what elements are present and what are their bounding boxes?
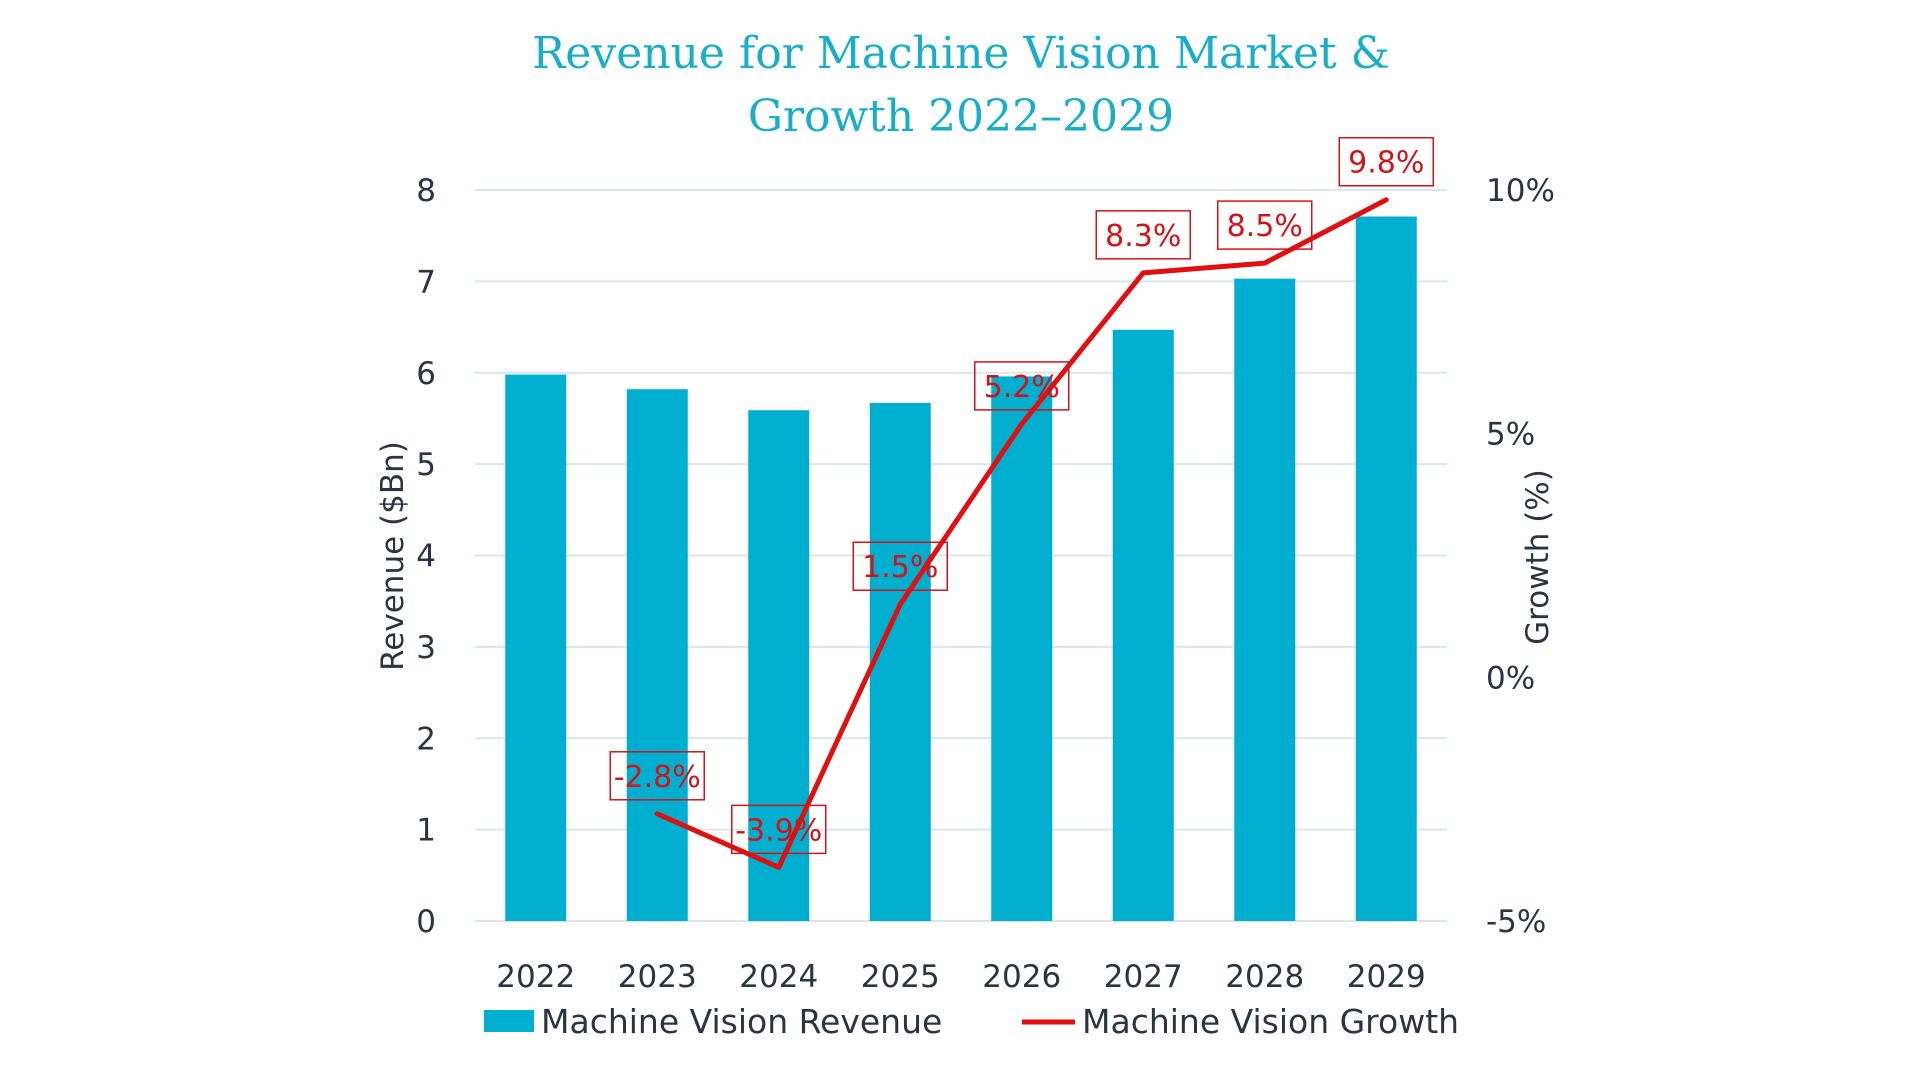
y-tick-label: 0: [416, 904, 436, 940]
data-label: -2.8%: [614, 760, 701, 795]
x-tick-label: 2028: [1225, 959, 1304, 995]
data-label-box: [974, 361, 1070, 411]
y-tick-label: 2: [416, 721, 436, 757]
y2-tick-label: 5%: [1486, 417, 1535, 453]
bar-2027: [1112, 329, 1174, 922]
bar-2026: [991, 376, 1053, 921]
bar-2029: [1355, 216, 1417, 921]
chart-title-line: Revenue for Machine Vision Market &: [532, 28, 1390, 79]
y-tick-label: 8: [416, 173, 436, 209]
y2-axis-label: Growth (%): [1520, 469, 1556, 645]
data-label: 8.3%: [1105, 219, 1181, 254]
data-label-box: [1217, 200, 1313, 250]
data-label-box: [1095, 210, 1191, 260]
data-label: 8.5%: [1227, 209, 1303, 244]
data-label-box: [731, 804, 827, 855]
y-tick-label: 1: [416, 813, 436, 849]
x-tick-label: 2027: [1104, 959, 1183, 995]
data-label-box: [1338, 136, 1434, 187]
x-tick-label: 2029: [1347, 959, 1426, 995]
x-tick-label: 2025: [861, 959, 940, 995]
x-tick-label: 2026: [982, 959, 1061, 995]
bar-2028: [1234, 278, 1296, 921]
y-axis-label: Revenue ($Bn): [375, 441, 411, 671]
data-label: 5.2%: [984, 370, 1060, 405]
y-tick-label: 6: [416, 356, 436, 392]
data-label: 1.5%: [862, 550, 938, 585]
legend-swatch-revenue: [484, 1010, 534, 1032]
y-tick-label: 5: [416, 447, 436, 483]
legend-label-revenue: Machine Vision Revenue: [541, 1002, 942, 1041]
data-label-box: [852, 541, 948, 591]
bar-2023: [626, 389, 688, 921]
x-tick-label: 2022: [496, 959, 575, 995]
y-tick-label: 7: [416, 264, 436, 300]
y-tick-label: 3: [416, 630, 436, 666]
y-tick-label: 4: [416, 539, 436, 575]
y2-tick-label: -5%: [1486, 904, 1546, 940]
data-label: -3.9%: [735, 813, 822, 848]
data-label-box: [609, 751, 705, 801]
legend-label-growth: Machine Vision Growth: [1082, 1002, 1459, 1041]
x-tick-label: 2023: [618, 959, 697, 995]
bar-2022: [505, 374, 567, 921]
y2-tick-label: 0%: [1486, 660, 1535, 696]
y2-tick-label: 10%: [1486, 173, 1555, 209]
bar-2025: [869, 402, 931, 921]
bar-2024: [748, 410, 810, 921]
growth-line: [654, 197, 1389, 870]
data-label: 9.8%: [1348, 146, 1424, 181]
x-tick-label: 2024: [739, 959, 818, 995]
chart-title-line: Growth 2022–2029: [748, 91, 1174, 142]
